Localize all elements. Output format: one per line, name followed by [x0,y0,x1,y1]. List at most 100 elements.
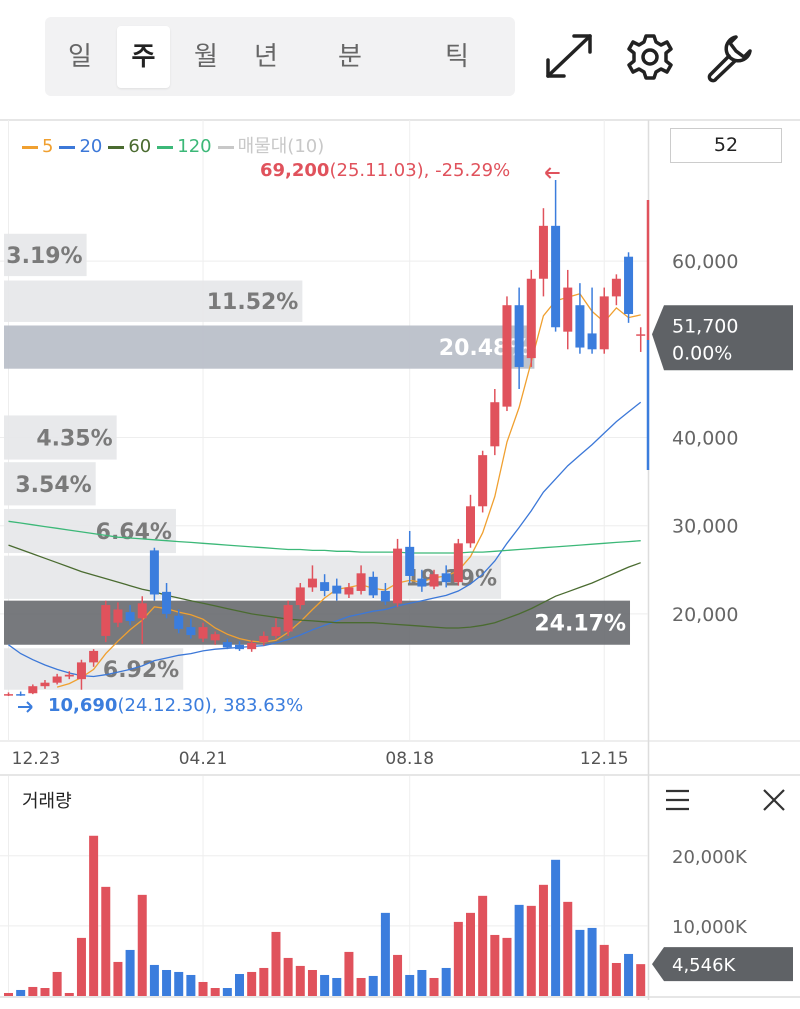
candle-body [514,305,524,367]
high-arrow [544,167,560,179]
tab[interactable]: 분 [338,42,362,72]
moving-average-line [8,520,641,554]
volume-bar [271,931,281,996]
toolbar-icons [546,34,752,83]
volume-bar [393,954,403,996]
candle-body [247,642,257,650]
candle-body [198,627,208,639]
legend-item: 매물대(10) [217,132,324,158]
volume-bar [222,988,232,996]
volume-bar [16,989,26,996]
tab[interactable]: 년 [254,42,278,72]
volume-bar [538,884,548,996]
volume-bar [332,977,342,996]
candle-body [453,543,463,583]
candle-body [137,603,147,619]
volume-profile-label: 3.19% [6,244,82,269]
legend-label: 5 [42,136,54,157]
candle-body [417,578,427,587]
legend-swatch [157,145,174,149]
tab[interactable]: 주 [117,26,170,88]
candle-body [271,627,281,636]
close-icon[interactable] [763,789,785,811]
tab[interactable]: 월 [194,42,218,72]
volume-bar [624,953,634,996]
period-count-input[interactable]: 52 [670,128,782,163]
volume-bar [636,964,646,996]
tab[interactable]: 틱 [445,42,469,72]
volume-bar [198,981,208,996]
volume-bar [76,937,86,996]
candle-body [441,573,451,583]
candle-body [235,644,245,650]
legend-label: 20 [79,136,103,157]
volume-profile-label: 6.92% [103,658,179,683]
period-tabs: 일 주 월 년 분 틱 [45,17,515,96]
volume-bar [587,927,597,996]
candle-body [526,278,536,359]
candle-body [16,694,26,696]
volume-bar [174,971,184,996]
volume-bar [465,912,475,996]
volume-profile-band [4,415,117,460]
volume-bar [125,949,135,996]
volume-bar [162,969,172,996]
legend-swatch [59,145,76,149]
candle-body [368,576,378,596]
legend-label: 60 [128,136,152,157]
candle-body [174,615,184,629]
volume-bar [441,967,451,996]
moving-average-line [8,401,642,678]
settings-icon[interactable] [627,34,673,80]
legend-item: 60 [108,136,151,157]
volume-bar [283,957,293,996]
low-detail: (24.12.30), 383.63% [117,695,304,716]
tab[interactable]: 일 [68,42,92,72]
volume-bar [611,962,621,996]
tools-icon[interactable] [707,35,752,83]
volume-profile-label: 11.52% [207,290,299,315]
high-detail: (25.11.03), -25.29% [329,160,511,181]
volume-bar [295,965,305,996]
volume-bar [259,967,269,996]
candle-body [64,674,74,677]
last-change-label: 0.00% [672,342,732,364]
menu-icon[interactable] [666,789,689,811]
candle-body [52,676,62,683]
y-tick-label: 20,000K [672,847,748,868]
volume-bar [356,977,366,996]
candle-body [380,590,390,602]
candle-body [332,585,342,594]
candle-body [624,256,634,315]
volume-profile-band [4,233,87,277]
x-tick-label: 12.15 [580,749,629,769]
volume-bar [599,944,609,996]
expand-icon[interactable] [546,34,592,78]
high-note: 69,200(25.11.03), -25.29% [260,160,510,181]
volume-bar [514,904,524,996]
volume-profile-label: 24.17% [534,612,626,637]
candle-body [611,278,621,297]
volume-bar [344,951,354,996]
x-tick-label: 04.21 [179,749,228,769]
moving-average-line [8,544,641,629]
y-tick-label: 30,000 [672,516,738,538]
candle-body [538,225,548,279]
volume-bar [52,971,62,996]
candle-body [405,546,415,576]
volume-bar [40,988,50,996]
volume-title: 거래량 [22,791,72,812]
volume-bar [526,905,536,996]
candle-body [344,587,354,595]
legend-label: 120 [177,136,212,157]
volume-profile-band [4,462,96,506]
candle-body [575,305,585,348]
volume-bar [89,835,99,996]
y-tick-label: 40,000 [672,427,738,449]
x-tick-label: 08.18 [385,749,434,769]
candle-body [478,455,488,507]
volume-bar [235,973,245,996]
candle-body [636,334,646,336]
legend-item: 20 [59,136,102,157]
